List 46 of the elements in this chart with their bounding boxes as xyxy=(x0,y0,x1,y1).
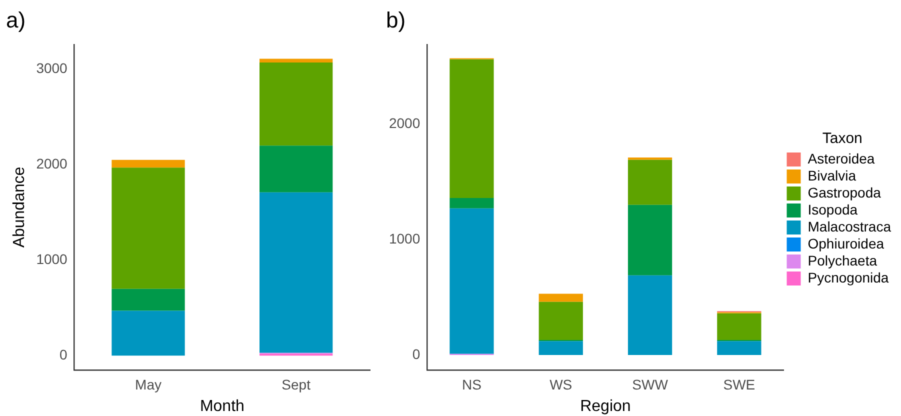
x-tick-label: May xyxy=(135,376,162,392)
bar xyxy=(628,160,672,205)
bar xyxy=(112,310,185,356)
bar xyxy=(112,168,185,289)
x-tick-label: SWE xyxy=(723,376,756,392)
x-tick-label: NS xyxy=(462,376,482,392)
legend-label: Polychaeta xyxy=(808,252,878,268)
bar xyxy=(450,208,494,354)
y-tick-label: 2000 xyxy=(388,114,420,131)
bar xyxy=(538,302,583,340)
y-tick-label: 0 xyxy=(412,346,420,362)
bar xyxy=(260,146,333,192)
y-tick-label: 1000 xyxy=(36,251,68,268)
x-tick-label: WS xyxy=(550,376,572,392)
bar xyxy=(628,275,672,355)
y-axis-title: Abundance xyxy=(11,166,28,248)
legend-label: Asteroidea xyxy=(808,150,875,166)
y-tick-label: 2000 xyxy=(36,156,68,172)
bar xyxy=(717,313,762,340)
legend-label: Malacostraca xyxy=(808,218,892,234)
legend-label: Ophiuroidea xyxy=(808,235,884,252)
legend-title: Taxon xyxy=(822,130,862,148)
bar xyxy=(112,288,185,311)
legend-label: Bivalvia xyxy=(808,167,856,184)
bar xyxy=(260,62,333,146)
bar xyxy=(260,192,333,353)
x-axis-title: Region xyxy=(580,398,631,415)
bar xyxy=(260,58,333,63)
legend-label: Gastropoda xyxy=(808,184,882,200)
bar xyxy=(538,294,583,302)
chart-title: b) xyxy=(386,7,406,32)
y-tick-label: 1000 xyxy=(388,230,420,246)
bar xyxy=(450,198,494,208)
y-tick-label: 0 xyxy=(60,346,68,363)
x-axis-title: Month xyxy=(200,398,244,415)
bar xyxy=(628,204,672,276)
bar xyxy=(538,341,583,355)
x-tick-label: SWW xyxy=(632,376,669,392)
bar xyxy=(717,341,762,355)
legend-label: Isopoda xyxy=(808,201,858,218)
bar xyxy=(112,160,185,168)
bar xyxy=(450,59,494,198)
chart-title: a) xyxy=(6,7,26,32)
legend-label: Pycnogonida xyxy=(808,269,889,286)
y-tick-label: 3000 xyxy=(36,60,68,76)
x-tick-label: Sept xyxy=(282,376,311,392)
